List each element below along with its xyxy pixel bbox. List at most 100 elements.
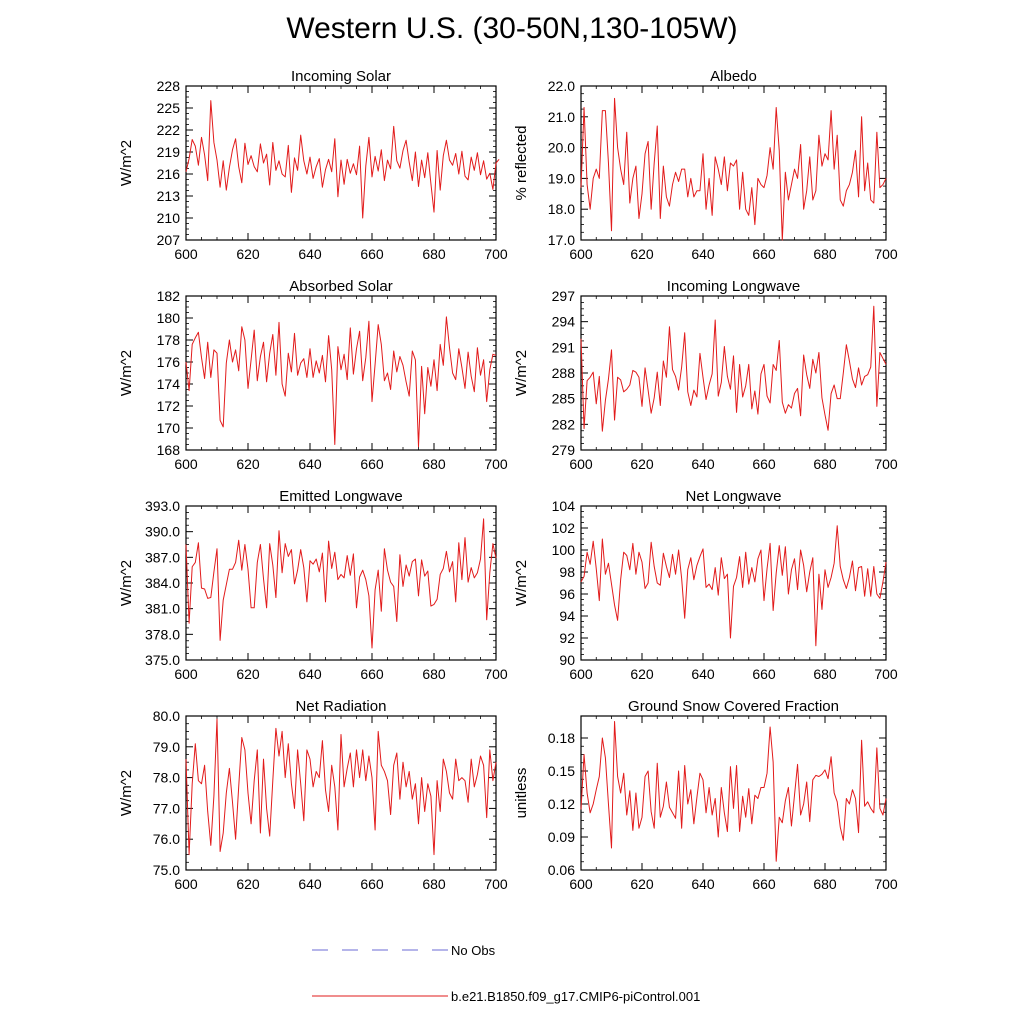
x-tick-label: 680 (422, 666, 446, 682)
x-tick-label: 620 (236, 246, 260, 262)
x-tick-label: 660 (360, 246, 384, 262)
plot-frame (580, 715, 887, 871)
y-tick-label: 294 (552, 314, 576, 330)
x-tick-label: 660 (752, 876, 776, 892)
plot-frame (580, 505, 887, 661)
page-title: Western U.S. (30-50N,130-105W) (286, 12, 738, 45)
x-tick-label: 660 (752, 246, 776, 262)
panel-2: Albedo % reflected 600 620 640 660 680 700 17.0 1… (513, 68, 898, 262)
series-line-model (185, 100, 500, 219)
x-tick-label: 600 (569, 456, 593, 472)
y-tick-label: 288 (552, 365, 576, 381)
x-tick-label: 680 (422, 456, 446, 472)
x-tick-label: 600 (569, 876, 593, 892)
x-tick-label: 660 (752, 666, 776, 682)
y-tick-label: 17.0 (548, 232, 575, 248)
series-line-model (580, 721, 887, 862)
x-tick-label: 640 (691, 666, 715, 682)
panel-8: Ground Snow Covered Fraction unitless 600 6… (513, 698, 898, 892)
x-tick-label: 640 (691, 456, 715, 472)
y-tick-label: 20.0 (548, 140, 575, 156)
y-tick-label: 104 (552, 498, 576, 514)
legend-label-model: b.e21.B1850.f09_g17.CMIP6-piControl.001 (451, 989, 700, 1004)
x-tick-label: 680 (422, 876, 446, 892)
x-tick-label: 600 (174, 456, 198, 472)
y-tick-label: 378.0 (145, 626, 180, 642)
y-tick-label: 18.0 (548, 201, 575, 217)
y-tick-label: 381.0 (145, 601, 180, 617)
y-tick-label: 279 (552, 442, 576, 458)
x-tick-label: 700 (484, 456, 508, 472)
series-line-model (185, 518, 497, 649)
series-line-model (580, 305, 887, 432)
x-tick-label: 640 (298, 666, 322, 682)
x-tick-label: 620 (630, 456, 654, 472)
x-tick-label: 620 (630, 876, 654, 892)
x-tick-label: 620 (630, 666, 654, 682)
y-tick-label: 0.18 (548, 730, 575, 746)
y-tick-label: 170 (157, 420, 181, 436)
y-tick-label: 79.0 (153, 739, 180, 755)
x-tick-label: 700 (874, 666, 898, 682)
y-axis-label: W/m^2 (118, 560, 135, 606)
x-tick-label: 600 (174, 876, 198, 892)
y-tick-label: 219 (157, 144, 181, 160)
x-tick-label: 620 (630, 246, 654, 262)
x-tick-label: 600 (174, 666, 198, 682)
y-tick-label: 291 (552, 339, 576, 355)
x-tick-label: 600 (174, 246, 198, 262)
y-axis-label: W/m^2 (118, 770, 135, 816)
x-tick-label: 620 (236, 666, 260, 682)
y-tick-label: 207 (157, 232, 181, 248)
series-line-model (580, 525, 887, 647)
panel-title: Incoming Longwave (667, 278, 800, 295)
y-axis-label: W/m^2 (118, 140, 135, 186)
series-line-model (580, 97, 887, 241)
y-axis-label: % reflected (513, 125, 530, 200)
panel-title: Net Longwave (686, 488, 782, 505)
panel-1: Incoming Solar W/m^2 600 620 640 660 680 700 207… (118, 68, 508, 262)
y-tick-label: 90 (559, 652, 575, 668)
y-axis-label: W/m^2 (513, 350, 530, 396)
y-tick-label: 384.0 (145, 575, 180, 591)
panel-title: Albedo (710, 68, 757, 85)
y-tick-label: 172 (157, 398, 181, 414)
x-tick-label: 700 (874, 246, 898, 262)
x-tick-label: 620 (236, 876, 260, 892)
y-tick-label: 282 (552, 416, 576, 432)
panel-title: Absorbed Solar (289, 278, 392, 295)
y-tick-label: 80.0 (153, 708, 180, 724)
x-tick-label: 700 (874, 456, 898, 472)
y-tick-label: 22.0 (548, 78, 575, 94)
y-tick-label: 100 (552, 542, 576, 558)
x-tick-label: 640 (298, 876, 322, 892)
x-tick-label: 680 (813, 246, 837, 262)
x-tick-label: 660 (360, 456, 384, 472)
x-tick-label: 680 (813, 666, 837, 682)
series-line-model (185, 316, 497, 448)
y-tick-label: 0.15 (548, 763, 575, 779)
y-tick-label: 178 (157, 332, 181, 348)
legend-label-obs: No Obs (451, 943, 496, 958)
panel-title: Ground Snow Covered Fraction (628, 698, 839, 715)
y-tick-label: 225 (157, 100, 181, 116)
x-tick-label: 640 (691, 246, 715, 262)
y-tick-label: 180 (157, 310, 181, 326)
y-tick-label: 76.0 (153, 831, 180, 847)
plot-frame (580, 295, 887, 451)
x-tick-label: 660 (360, 876, 384, 892)
panel-title: Emitted Longwave (279, 488, 402, 505)
y-tick-label: 213 (157, 188, 181, 204)
panel-6: Net Longwave W/m^2 600 620 640 660 680 700 90 92 9… (513, 488, 898, 682)
y-tick-label: 75.0 (153, 862, 180, 878)
y-tick-label: 285 (552, 391, 576, 407)
panel-5: Emitted Longwave W/m^2 600 620 640 660 680 700 3… (118, 488, 508, 682)
x-tick-label: 660 (360, 666, 384, 682)
plot-frame (185, 505, 497, 661)
y-tick-label: 182 (157, 288, 181, 304)
y-tick-label: 297 (552, 288, 576, 304)
y-tick-label: 0.09 (548, 829, 575, 845)
panel-4: Incoming Longwave W/m^2 600 620 640 660 680 700… (513, 278, 898, 472)
legend: No Obs b.e21.B1850.f09_g17.CMIP6-piContro… (312, 943, 700, 1004)
